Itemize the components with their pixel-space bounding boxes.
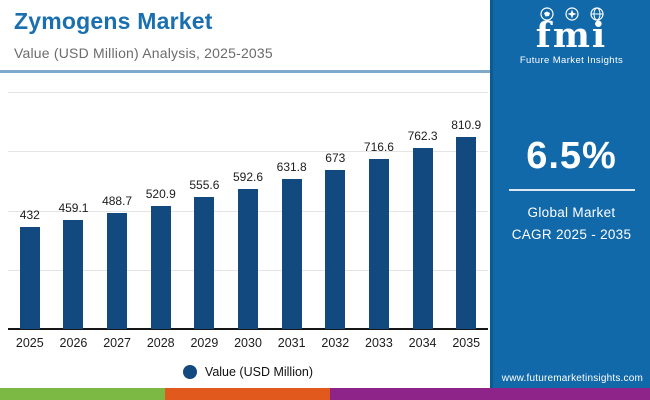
x-axis-label: 2025 (15, 336, 44, 350)
bar-value-label: 631.8 (276, 160, 307, 175)
gridline (8, 151, 488, 153)
bar (325, 169, 346, 329)
page-subtitle: Value (USD Million) Analysis, 2025-2035 (14, 45, 273, 61)
bar-slot: 631.8 (270, 92, 314, 329)
bar (368, 159, 389, 329)
x-axis-label: 2026 (59, 336, 88, 350)
footer-strip-green (0, 388, 165, 400)
bar-value-label: 520.9 (145, 186, 176, 201)
x-axis-label: 2035 (452, 336, 481, 350)
bar-slot: 762.3 (401, 92, 445, 329)
x-axis-label: 2031 (277, 336, 306, 350)
chart-legend: Value (USD Million) (8, 365, 488, 379)
bar-value-label: 555.6 (189, 178, 220, 193)
bar-value-label: 762.3 (407, 129, 438, 144)
bar-value-label: 673 (325, 150, 346, 165)
x-axis-label: 2034 (408, 336, 437, 350)
page-title: Zymogens Market (14, 8, 213, 34)
x-axis-label: 2032 (321, 336, 350, 350)
bar-value-label: 810.9 (451, 117, 482, 132)
sidebar: fmi Future Market Insights 6.5% Global M… (490, 0, 650, 388)
fmi-logo: fmi Future Market Insights (493, 7, 650, 66)
bar-slot: 673 (313, 92, 357, 329)
bar-value-label: 488.7 (102, 194, 133, 209)
bar-slot: 810.9 (444, 92, 488, 329)
stat-label-line1: Global Market (527, 205, 616, 220)
x-axis-line (8, 328, 488, 330)
legend-label: Value (USD Million) (204, 365, 314, 379)
footer-strip (0, 388, 650, 400)
bar (281, 179, 302, 329)
compass-icon (564, 7, 579, 21)
bar-slot: 432 (8, 92, 52, 329)
x-axis-labels: 2025 2026 2027 2028 2029 2030 2031 2032 2033 2034… (8, 336, 488, 350)
bar-slot: 716.6 (357, 92, 401, 329)
bar (107, 213, 128, 329)
x-axis-label: 2028 (146, 336, 175, 350)
stat-divider (508, 189, 635, 191)
plot-area: 432 459.1 488.7 520.9 555.6 592.6 631.8 673 716.… (8, 92, 488, 329)
logo-tagline: Future Market Insights (519, 55, 624, 66)
bar-slot: 488.7 (95, 92, 139, 329)
stat-label-line2: CAGR 2025 - 2035 (511, 227, 632, 242)
bar-value-label: 592.6 (233, 169, 264, 184)
bar (412, 148, 433, 329)
bar-slot: 459.1 (52, 92, 96, 329)
gridline (8, 92, 488, 93)
bars: 432 459.1 488.7 520.9 555.6 592.6 631.8 673 716.… (8, 92, 488, 329)
bar-value-label: 459.1 (58, 201, 89, 216)
cagr-stat: 6.5% Global Market CAGR 2025 - 2035 (493, 135, 650, 246)
map-icon (539, 7, 554, 21)
logo-wordmark: fmi (535, 15, 608, 56)
footer-strip-orange (165, 388, 330, 400)
header-divider (0, 70, 490, 73)
bar (63, 220, 84, 329)
bar (19, 226, 40, 329)
x-axis-label: 2029 (190, 336, 219, 350)
bar (238, 188, 259, 329)
footer-strip-purple (330, 388, 650, 400)
bar (456, 136, 477, 329)
bar-value-label: 432 (19, 207, 40, 222)
bar (150, 205, 171, 329)
bar-value-label: 716.6 (363, 140, 394, 155)
cagr-value: 6.5% (526, 135, 617, 177)
header: Zymogens Market Value (USD Million) Anal… (14, 8, 480, 61)
bar-slot: 592.6 (226, 92, 270, 329)
website-url: www.futuremarketinsights.com (501, 373, 643, 384)
bar-slot: 555.6 (183, 92, 227, 329)
globe-icon (589, 7, 604, 21)
bar (194, 197, 215, 329)
legend-marker-icon (182, 365, 197, 379)
x-axis-label: 2027 (103, 336, 131, 350)
x-axis-label: 2033 (365, 336, 393, 350)
x-axis-label: 2030 (234, 336, 262, 350)
bar-slot: 520.9 (139, 92, 183, 329)
logo-icons (493, 7, 650, 22)
